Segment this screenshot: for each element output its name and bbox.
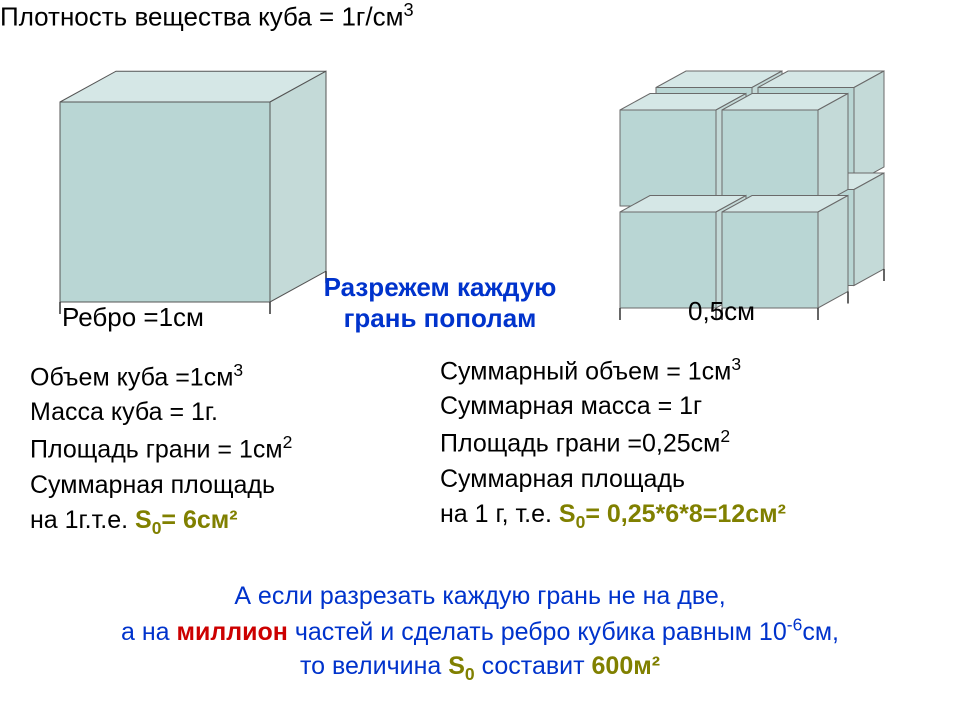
left-info-block: Объем куба =1см3Масса куба = 1г.Площадь … [30,358,292,540]
title-text: Плотность вещества куба = 1г/см [0,2,403,32]
cube-right-diagram [608,50,908,320]
edge-right-label: 0,5см [688,296,755,327]
footer-line2c: частей и сделать ребро кубика равным 10 [288,618,787,646]
footer-line2a: а на [121,618,177,646]
footer-line2d: см, [802,618,839,646]
blue-center-text: Разрежем каждую грань пополам [300,272,580,334]
footer-line3a: то величина [300,652,448,680]
footer-text: А если разрезать каждую грань не на две,… [0,580,960,686]
footer-Ssub: 0 [465,664,475,684]
cube-left-diagram [50,52,330,322]
edge-left-label: Ребро =1см [62,302,204,333]
title-sup: 3 [403,0,413,20]
right-info-block: Суммарный объем = 1см3Суммарная масса = … [440,352,786,534]
footer-S: S [448,652,465,680]
footer-line2sup: -6 [787,615,803,635]
blue-line2: грань пополам [344,303,537,333]
footer-line1: А если разрезать каждую грань не на две, [234,582,725,610]
footer-line3b: составит [475,652,592,680]
blue-line1: Разрежем каждую [324,272,557,302]
page-title: Плотность вещества куба = 1г/см3 [0,0,414,33]
footer-million: миллион [177,618,288,646]
footer-result: 600м² [592,652,661,680]
